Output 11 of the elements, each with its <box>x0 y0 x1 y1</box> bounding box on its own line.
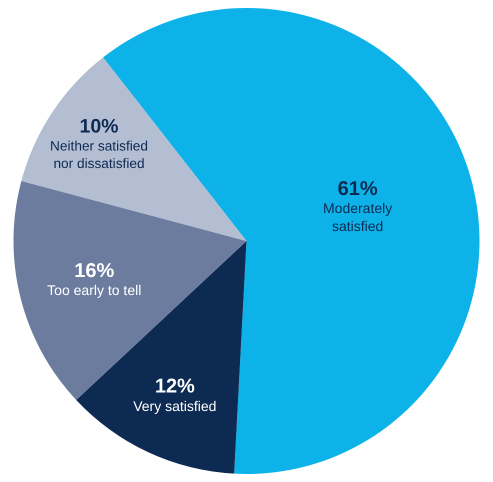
pie-slice <box>14 181 246 400</box>
pie-slice <box>21 57 246 241</box>
data-label: 16% <box>74 260 114 282</box>
data-label: 61% <box>338 178 378 200</box>
slice-label: Moderately satisfied <box>322 200 392 234</box>
slice-label: Too early to tell <box>47 282 142 298</box>
data-label: 12% <box>154 376 196 398</box>
slice-label: Very satisfied <box>133 398 216 414</box>
pie-slice <box>76 241 246 474</box>
data-label: 10% <box>79 116 119 138</box>
slice-label: Neither satisfied nor dissatisfied <box>50 138 148 172</box>
